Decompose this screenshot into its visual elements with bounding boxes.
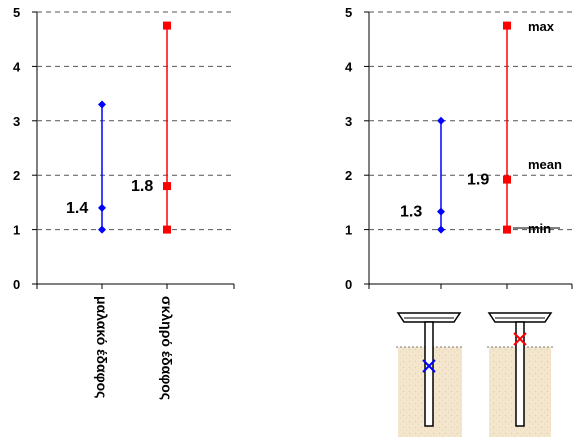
max-annotation: max xyxy=(528,19,555,34)
data-point-min xyxy=(163,225,171,234)
y-tick-label: 1 xyxy=(13,223,20,238)
y-tick-label: 2 xyxy=(345,168,352,183)
mean-value-label: 1.8 xyxy=(131,178,153,195)
mean-value-label: 1.3 xyxy=(400,204,422,221)
y-tick-label: 4 xyxy=(345,59,353,74)
soft-soil-pile-illustration xyxy=(396,312,464,437)
x-tick-marks xyxy=(368,284,573,289)
data-point-mean xyxy=(163,182,171,191)
data-point-min xyxy=(503,225,511,234)
data-point-max xyxy=(98,100,106,109)
data-point-max xyxy=(437,116,445,125)
y-tick-labels: 0 1 2 3 4 5 xyxy=(345,5,369,292)
y-tick-label: 1 xyxy=(345,223,352,238)
y-tick-label: 4 xyxy=(13,59,21,74)
pile-shaft xyxy=(424,321,434,427)
y-tick-label: 3 xyxy=(345,114,352,129)
pile-shaft xyxy=(515,321,525,427)
data-point-min xyxy=(98,225,106,234)
data-point-mean xyxy=(503,175,511,184)
y-tick-label: 0 xyxy=(345,277,352,292)
hard-soil-pile-illustration xyxy=(487,312,553,437)
y-tick-labels: 0 1 2 3 4 5 xyxy=(13,5,37,292)
category-label-hard-soil: σκληρό έδαφος xyxy=(159,296,175,400)
category-label-soft-soil: μαλακό έδαφος xyxy=(94,296,110,398)
data-point-max xyxy=(503,21,511,30)
gridlines xyxy=(369,11,572,231)
y-tick-label: 3 xyxy=(13,114,20,129)
mean-value-label: 1.9 xyxy=(467,172,489,189)
cross-icon xyxy=(422,359,436,373)
data-point-max xyxy=(163,21,171,30)
data-point-min xyxy=(437,225,445,234)
mean-value-label: 1.4 xyxy=(66,200,88,217)
y-tick-label: 2 xyxy=(13,168,20,183)
series-group: 1.4 1.8 xyxy=(66,21,171,234)
mean-annotation: mean xyxy=(528,157,562,172)
y-tick-label: 0 xyxy=(13,277,20,292)
data-point-mean xyxy=(98,203,106,212)
series-group: 1.3 1.9 xyxy=(400,21,511,234)
gridlines xyxy=(37,11,234,231)
left-chart: 0 1 2 3 4 5 1.4 1.8 μαλακό έδαφος σκληρό έδαφο… xyxy=(13,5,235,400)
data-point-mean xyxy=(437,207,445,216)
cross-icon xyxy=(513,332,527,346)
x-tick-marks xyxy=(36,284,235,289)
y-tick-label: 5 xyxy=(13,5,20,20)
y-tick-label: 5 xyxy=(345,5,352,20)
